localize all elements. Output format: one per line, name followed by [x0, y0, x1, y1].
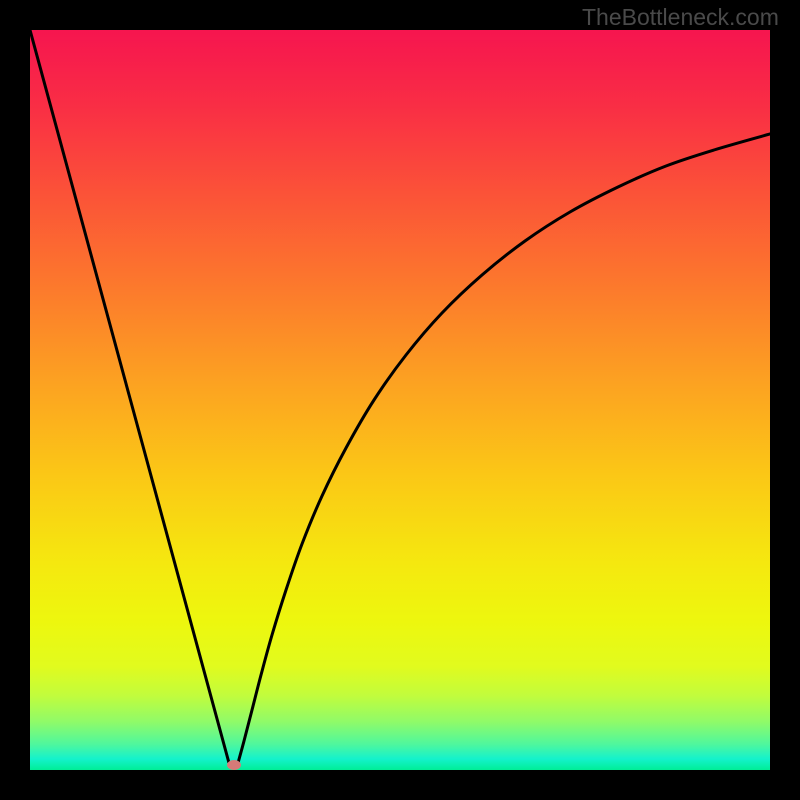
watermark-text: TheBottleneck.com — [582, 4, 779, 31]
plot-svg — [30, 30, 770, 770]
gradient-background — [30, 30, 770, 770]
chart-root: TheBottleneck.com — [0, 0, 800, 800]
dip-marker — [227, 760, 241, 770]
